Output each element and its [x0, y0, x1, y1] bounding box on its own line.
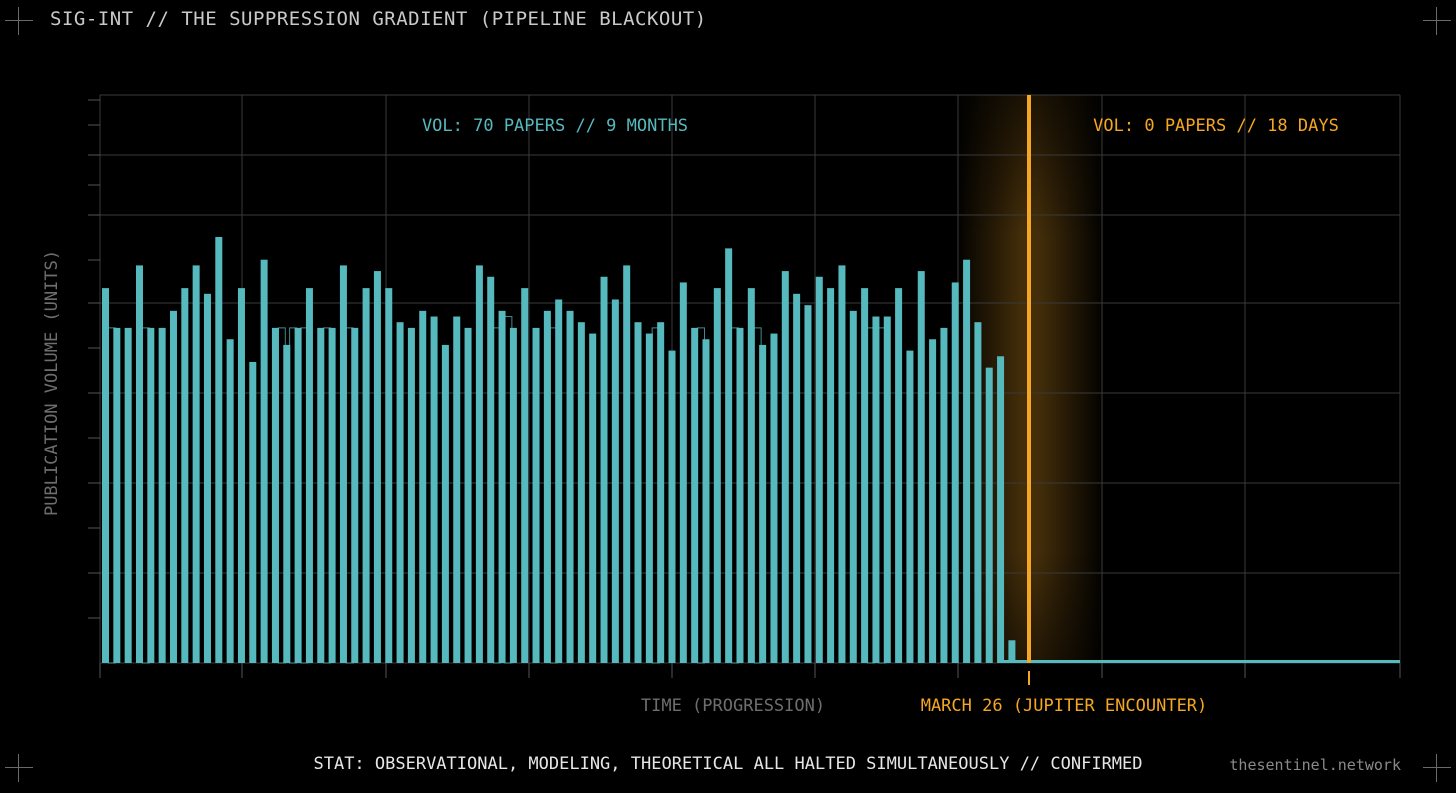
bar — [668, 350, 676, 663]
bar — [747, 288, 755, 663]
bar — [430, 316, 438, 663]
bar — [260, 259, 268, 663]
bar — [849, 310, 857, 663]
bar — [566, 310, 574, 663]
bar — [736, 327, 744, 663]
bar — [498, 310, 506, 663]
left-volume-annotation: VOL: 70 PAPERS // 9 MONTHS — [422, 116, 688, 136]
bar — [226, 339, 234, 663]
y-axis-label: PUBLICATION VOLUME (UNITS) — [42, 250, 62, 516]
bar — [861, 288, 869, 663]
bar — [192, 265, 200, 663]
credit: thesentinel.network — [1229, 756, 1401, 774]
bar — [102, 288, 109, 663]
axis-ticks — [88, 99, 1401, 678]
bar — [215, 237, 223, 663]
bar — [917, 271, 925, 663]
status-footer: STAT: OBSERVATIONAL, MODELING, THEORETIC… — [313, 754, 1143, 774]
bar — [181, 288, 189, 663]
bar — [339, 265, 347, 663]
bar — [396, 322, 404, 663]
bar — [906, 350, 914, 663]
x-axis-label: TIME (PROGRESSION) — [641, 696, 825, 716]
corner-mark-bottom-right — [1423, 754, 1451, 782]
corner-mark-top-right — [1423, 7, 1451, 35]
bar — [702, 339, 710, 663]
bar — [203, 293, 211, 663]
corner-mark-top-left — [5, 7, 33, 35]
bar — [521, 288, 529, 663]
bar — [725, 248, 733, 664]
bar — [351, 327, 359, 663]
bar — [362, 288, 370, 663]
bar — [929, 339, 937, 663]
bar — [249, 361, 257, 663]
bar — [475, 265, 483, 663]
bar — [487, 276, 495, 663]
bar — [113, 327, 121, 663]
bar — [600, 276, 608, 663]
bar — [781, 271, 789, 663]
bar — [577, 322, 585, 663]
bar — [804, 305, 812, 663]
bar — [283, 344, 291, 663]
bar — [872, 316, 880, 663]
bar — [532, 327, 540, 663]
bar — [1008, 640, 1016, 663]
bar — [158, 327, 166, 663]
bar — [623, 265, 631, 663]
bar — [555, 299, 563, 663]
bar — [940, 327, 948, 663]
bar — [611, 299, 619, 663]
bar — [974, 322, 982, 663]
bar — [691, 327, 699, 663]
bar — [985, 367, 993, 663]
bar — [963, 259, 971, 663]
bar — [793, 293, 801, 663]
bar — [657, 322, 665, 663]
bar — [645, 333, 653, 663]
bars — [102, 237, 1016, 664]
bar — [759, 344, 767, 663]
right-volume-annotation: VOL: 0 PAPERS // 18 DAYS — [1093, 116, 1339, 136]
bar — [124, 327, 132, 663]
bar — [509, 327, 517, 663]
bar — [419, 310, 427, 663]
bar — [135, 265, 143, 663]
bar — [317, 327, 325, 663]
bar — [589, 333, 597, 663]
page-title: SIG-INT // THE SUPPRESSION GRADIENT (PIP… — [50, 8, 707, 30]
bar — [838, 265, 846, 663]
bar — [464, 327, 472, 663]
event-tick — [1028, 671, 1030, 685]
bar — [169, 310, 177, 663]
bar — [373, 271, 381, 663]
corner-mark-bottom-left — [5, 754, 33, 782]
bar — [543, 310, 551, 663]
bar — [407, 327, 415, 663]
bar — [305, 288, 313, 663]
bar — [453, 316, 461, 663]
bar — [713, 288, 721, 663]
bar — [895, 288, 903, 663]
bar — [441, 344, 449, 663]
bar — [385, 288, 393, 663]
bar — [951, 282, 959, 663]
bar — [634, 322, 642, 663]
bar — [770, 333, 778, 663]
bar — [147, 327, 155, 663]
bar — [815, 276, 823, 663]
bar — [827, 288, 835, 663]
bar — [679, 282, 687, 663]
bar — [271, 327, 279, 663]
bar — [883, 316, 891, 663]
event-label: MARCH 26 (JUPITER ENCOUNTER) — [921, 696, 1208, 716]
bar — [328, 327, 336, 663]
event-line — [1027, 95, 1031, 663]
bar — [237, 288, 245, 663]
bar — [294, 327, 302, 663]
bar — [997, 356, 1005, 663]
right-baseline — [1000, 660, 1400, 663]
